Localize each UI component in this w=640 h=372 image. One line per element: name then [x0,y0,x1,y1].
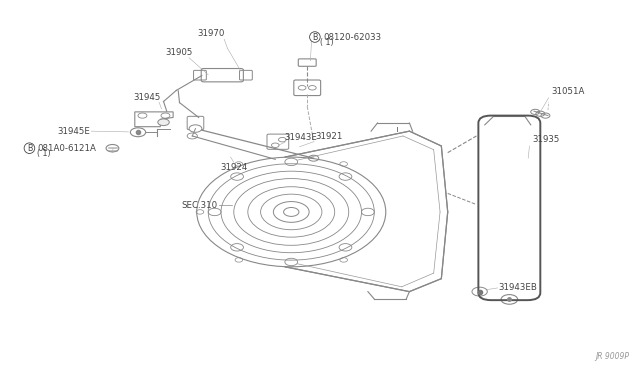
Text: 31945: 31945 [134,93,161,102]
Circle shape [158,119,170,126]
Text: 31921: 31921 [315,132,342,141]
Text: ( 1): ( 1) [37,149,51,158]
Text: ( 1): ( 1) [320,38,333,47]
Text: 31970: 31970 [198,29,225,38]
Text: B: B [312,32,317,42]
Text: 31051A: 31051A [551,87,584,96]
Text: 31945E: 31945E [57,126,90,136]
Text: B: B [27,144,32,153]
Text: 31935: 31935 [532,135,559,144]
Text: 08120-62033: 08120-62033 [324,32,382,42]
Text: 31905: 31905 [166,48,193,57]
Text: SEC.310: SEC.310 [182,201,218,210]
Text: 31943EB: 31943EB [499,283,538,292]
Text: JR 9009P: JR 9009P [596,352,630,361]
Text: 31943E: 31943E [285,132,317,141]
Text: 31924: 31924 [220,163,248,172]
Text: 081A0-6121A: 081A0-6121A [38,144,97,153]
Circle shape [189,125,202,132]
